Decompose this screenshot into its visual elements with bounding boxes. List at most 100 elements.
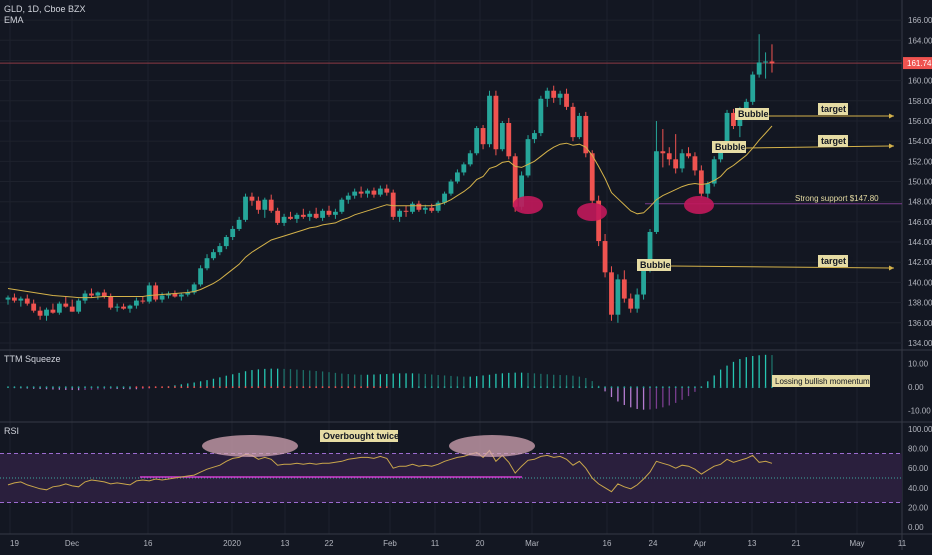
- squeeze-dot: [456, 386, 459, 389]
- bubble-label-1: Bubble: [738, 109, 769, 119]
- bubble-label-3: Bubble: [640, 260, 671, 270]
- squeeze-dot: [533, 386, 536, 389]
- squeeze-dot: [668, 386, 671, 389]
- x-tick-label: May: [849, 539, 864, 548]
- price-tick-label: 140.00: [908, 278, 932, 287]
- candle-body: [769, 61, 775, 64]
- candle-body: [679, 153, 685, 169]
- squeeze-dot: [13, 386, 16, 389]
- x-tick-label: 13: [281, 539, 290, 548]
- squeeze-dot: [225, 386, 228, 389]
- ema-indicator-label[interactable]: EMA: [4, 15, 24, 25]
- squeeze-dot: [315, 386, 318, 389]
- squeeze-tick-label: 10.00: [908, 360, 929, 369]
- squeeze-dot: [674, 386, 677, 389]
- candle-body: [602, 241, 608, 273]
- candle-body: [564, 93, 569, 107]
- squeeze-dot: [321, 386, 324, 389]
- squeeze-dot: [180, 386, 183, 389]
- candle-body: [641, 270, 646, 295]
- squeeze-dot: [373, 386, 375, 389]
- squeeze-dot: [385, 386, 388, 389]
- candle-body: [281, 216, 287, 223]
- squeeze-pane-title[interactable]: TTM Squeeze: [4, 354, 61, 364]
- squeeze-dot: [231, 386, 234, 389]
- x-tick-label: 19: [10, 539, 19, 548]
- squeeze-dot: [507, 386, 510, 389]
- squeeze-dot: [417, 386, 420, 389]
- overbought-ellipse-2: [449, 435, 535, 457]
- candle-body: [140, 300, 146, 302]
- squeeze-dot: [687, 386, 690, 389]
- candle-body: [108, 296, 114, 308]
- squeeze-dot: [103, 386, 106, 389]
- squeeze-dot: [174, 386, 176, 389]
- squeeze-dot: [84, 386, 86, 389]
- squeeze-dot: [552, 386, 555, 389]
- candle-body: [583, 115, 589, 154]
- candle-body: [551, 90, 557, 98]
- candle-body: [384, 188, 390, 193]
- candle-body: [358, 191, 364, 194]
- candle-body: [692, 156, 698, 171]
- squeeze-dot: [482, 386, 484, 389]
- price-tick-label: 164.00: [908, 36, 932, 45]
- support-ellipse: [577, 203, 607, 221]
- candle-body: [512, 156, 518, 207]
- price-tick-label: 150.00: [908, 178, 932, 187]
- squeeze-dot: [501, 386, 504, 389]
- candle-body: [673, 159, 679, 169]
- price-tick-label: 156.00: [908, 117, 932, 126]
- support-ellipse: [684, 196, 714, 214]
- symbol-title: GLD, 1D, Cboe BZX: [4, 4, 86, 14]
- candle-body: [532, 133, 537, 140]
- squeeze-dot: [32, 386, 35, 389]
- rsi-pane-title[interactable]: RSI: [4, 426, 20, 436]
- squeeze-dot: [713, 386, 716, 389]
- candle-body: [217, 246, 223, 253]
- squeeze-tick-label: -10.00: [908, 407, 931, 416]
- squeeze-dot: [578, 386, 581, 389]
- squeeze-dot: [167, 386, 170, 389]
- candle-body: [134, 300, 139, 306]
- candle-body: [589, 153, 595, 201]
- candle-body: [294, 214, 300, 219]
- squeeze-dot: [443, 386, 446, 389]
- squeeze-dot: [681, 386, 683, 389]
- candle-body: [480, 128, 486, 145]
- candle-body: [365, 190, 370, 194]
- candle-body: [474, 128, 480, 154]
- candle-body: [499, 123, 505, 150]
- candle-body: [377, 188, 383, 195]
- squeeze-dot: [212, 386, 215, 389]
- candle-body: [89, 293, 94, 296]
- squeeze-dot: [636, 386, 639, 389]
- squeeze-dot: [199, 386, 202, 389]
- squeeze-dot: [584, 386, 587, 389]
- x-tick-label: 2020: [223, 539, 241, 548]
- x-tick-label: 20: [476, 539, 485, 548]
- candle-body: [461, 164, 467, 173]
- candle-body: [576, 115, 582, 138]
- x-tick-label: 11: [898, 539, 907, 548]
- rsi-tick-label: 0.00: [908, 523, 924, 532]
- target-3-label: target 3: [821, 256, 854, 266]
- candle-body: [403, 210, 409, 212]
- candle-body: [750, 74, 756, 102]
- candle-body: [31, 303, 37, 311]
- squeeze-dot: [591, 386, 594, 389]
- candle-body: [127, 305, 133, 309]
- squeeze-dot: [308, 386, 311, 389]
- target-2-label: target 2: [821, 136, 854, 146]
- squeeze-dot: [469, 386, 472, 389]
- squeeze-dot: [161, 386, 163, 389]
- squeeze-dot: [328, 386, 330, 389]
- rsi-tick-label: 100.00: [908, 425, 932, 434]
- squeeze-dot: [58, 386, 61, 389]
- rsi-line: [7, 449, 773, 493]
- candle-body: [95, 292, 101, 296]
- squeeze-pane: [7, 354, 773, 410]
- candle-body: [249, 196, 255, 201]
